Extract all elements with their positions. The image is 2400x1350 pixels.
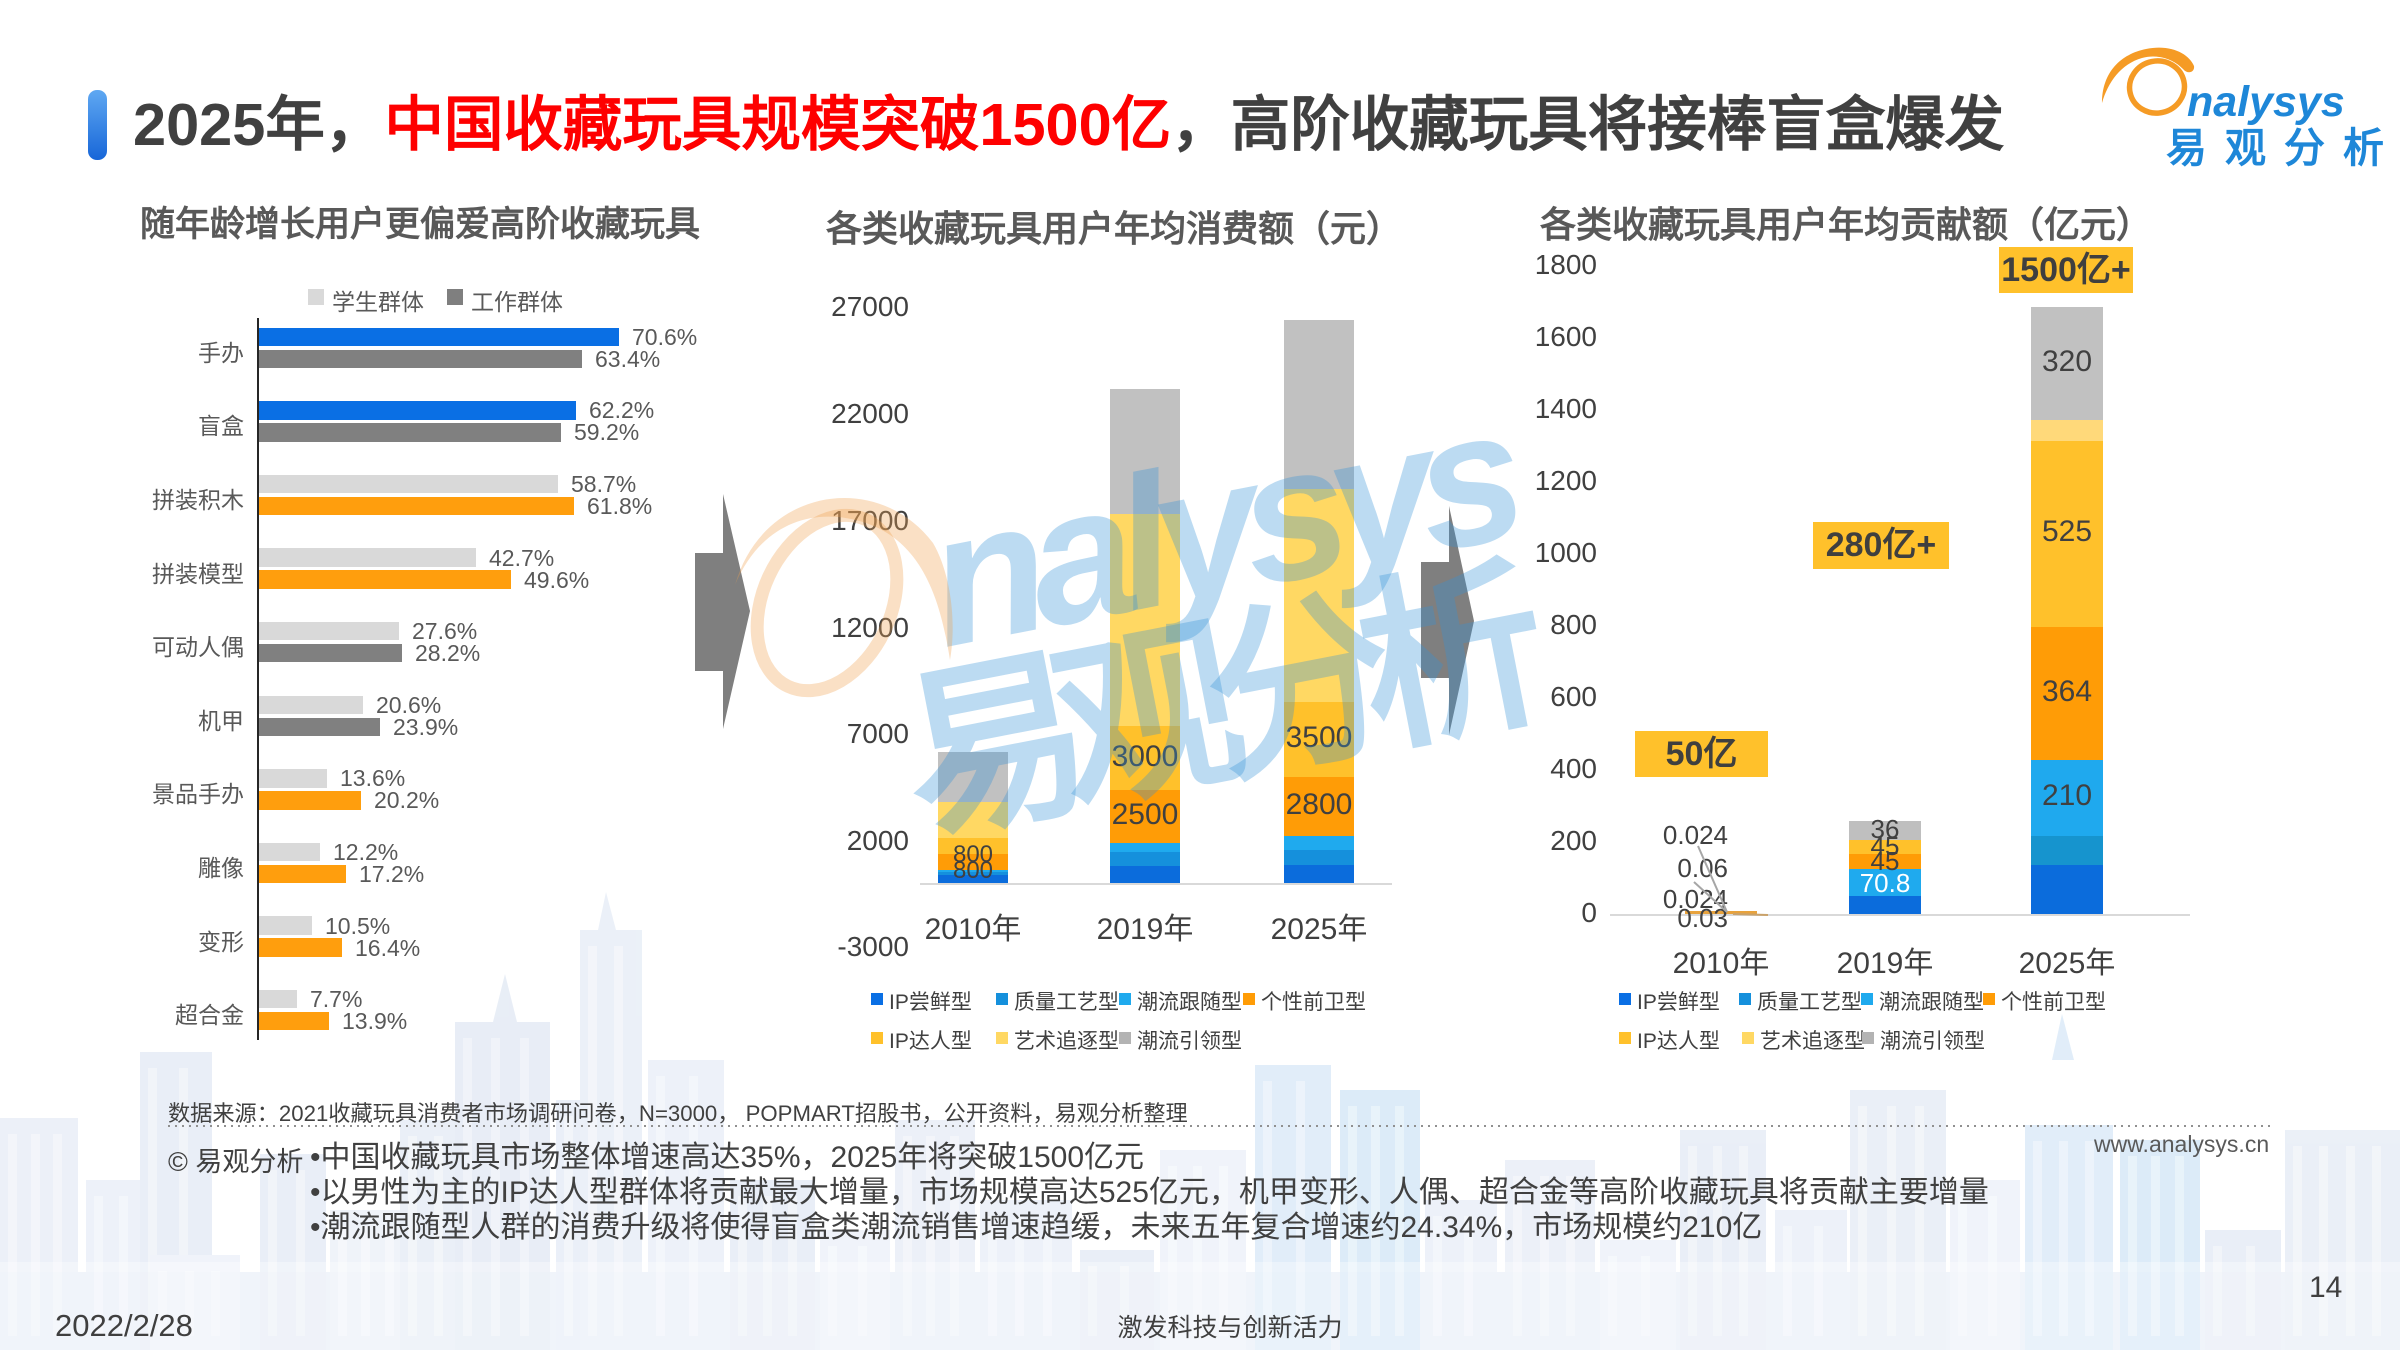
svg-text:nalysys: nalysys <box>2187 78 2345 126</box>
svg-text:易观分析: 易观分析 <box>2166 125 2400 171</box>
